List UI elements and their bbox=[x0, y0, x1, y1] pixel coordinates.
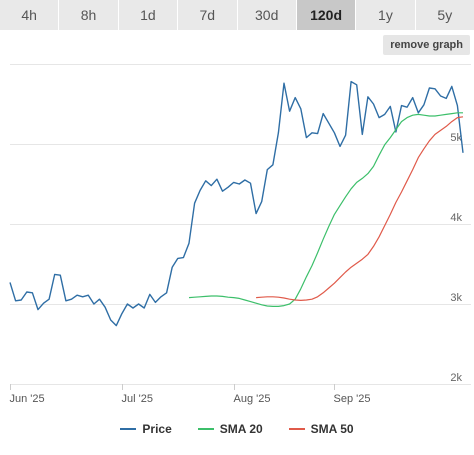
legend-item-price[interactable]: Price bbox=[120, 420, 172, 438]
legend-swatch-price bbox=[120, 428, 137, 430]
y-tick-label: 5k bbox=[450, 132, 462, 144]
remove-graph-button[interactable]: remove graph bbox=[383, 35, 470, 55]
tab-1d[interactable]: 1d bbox=[118, 0, 179, 30]
y-tick-label: 4k bbox=[450, 212, 462, 224]
tab-120d[interactable]: 120d bbox=[296, 0, 357, 30]
legend-label-sma50: SMA 50 bbox=[310, 422, 354, 436]
tab-4h[interactable]: 4h bbox=[0, 0, 60, 30]
y-tick-label: 3k bbox=[450, 292, 462, 304]
time-range-tabs: 4h 8h 1d 7d 30d 120d 1y 5y bbox=[0, 0, 474, 30]
legend-item-sma20[interactable]: SMA 20 bbox=[197, 420, 263, 438]
tab-5y[interactable]: 5y bbox=[415, 0, 474, 30]
x-tick-label: Jul '25 bbox=[122, 393, 153, 405]
legend-label-price: Price bbox=[142, 422, 172, 436]
legend-label-sma20: SMA 20 bbox=[219, 422, 263, 436]
y-tick-label: 2k bbox=[450, 372, 462, 384]
tab-30d[interactable]: 30d bbox=[237, 0, 297, 30]
legend-swatch-sma20 bbox=[197, 428, 214, 430]
x-tick-label: Sep '25 bbox=[334, 393, 371, 405]
x-tick-label: Jun '25 bbox=[10, 393, 45, 405]
tab-7d[interactable]: 7d bbox=[178, 0, 238, 30]
tab-1y[interactable]: 1y bbox=[356, 0, 416, 30]
series-line-price bbox=[9, 80, 464, 327]
legend-item-sma50[interactable]: SMA 50 bbox=[288, 420, 354, 438]
tab-8h[interactable]: 8h bbox=[59, 0, 119, 30]
series-line-sma-20 bbox=[188, 112, 463, 307]
series-line-sma-50 bbox=[256, 116, 464, 301]
chart-legend: Price SMA 20 SMA 50 bbox=[0, 420, 474, 438]
legend-swatch-sma50 bbox=[288, 428, 305, 430]
x-tick-label: Aug '25 bbox=[234, 393, 271, 405]
